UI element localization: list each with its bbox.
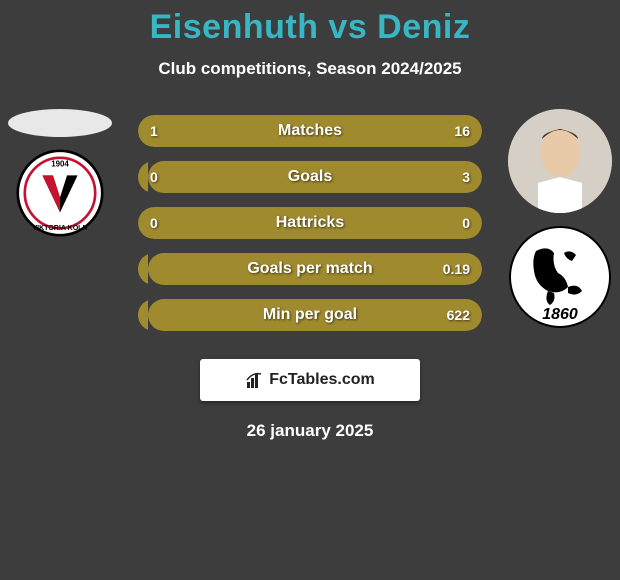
stat-value-right: 0.19 xyxy=(443,261,470,277)
stats-bars: 1 Matches 16 0 Goals 3 0 Hattricks 0 xyxy=(138,115,482,331)
left-column: 1904 VIKTORIA KÖLN xyxy=(8,109,112,237)
comparison-card: Eisenhuth vs Deniz Club competitions, Se… xyxy=(0,0,620,441)
subtitle: Club competitions, Season 2024/2025 xyxy=(0,59,620,79)
stat-row: 1 Matches 16 xyxy=(138,115,482,147)
player-left-avatar xyxy=(8,109,112,137)
stat-label: Min per goal xyxy=(138,306,482,324)
brand-text: FcTables.com xyxy=(269,371,375,389)
stat-label: Matches xyxy=(138,122,482,140)
club-right-badge: 1860 xyxy=(508,225,612,329)
stat-row: 0 Goals 3 xyxy=(138,161,482,193)
1860-munchen-icon: 1860 xyxy=(508,225,612,329)
right-column: 1860 xyxy=(508,109,612,329)
stat-row: Goals per match 0.19 xyxy=(138,253,482,285)
comparison-body: 1904 VIKTORIA KÖLN xyxy=(0,115,620,441)
stat-value-right: 16 xyxy=(454,123,470,139)
viktoria-koln-icon: 1904 VIKTORIA KÖLN xyxy=(10,149,110,237)
stat-value-right: 3 xyxy=(462,169,470,185)
stat-label: Goals xyxy=(138,168,482,186)
stat-row: 0 Hattricks 0 xyxy=(138,207,482,239)
stat-row: Min per goal 622 xyxy=(138,299,482,331)
club-left-badge: 1904 VIKTORIA KÖLN xyxy=(10,149,110,237)
brand-badge[interactable]: FcTables.com xyxy=(200,359,420,401)
stat-value-right: 622 xyxy=(447,307,470,323)
stat-label: Goals per match xyxy=(138,260,482,278)
player-right-avatar xyxy=(508,109,612,213)
svg-text:1860: 1860 xyxy=(542,306,578,323)
player-photo-icon xyxy=(508,109,612,213)
date-text: 26 january 2025 xyxy=(0,421,620,441)
fctables-icon xyxy=(245,370,265,390)
stat-value-right: 0 xyxy=(462,215,470,231)
svg-text:VIKTORIA KÖLN: VIKTORIA KÖLN xyxy=(32,223,87,232)
svg-text:1904: 1904 xyxy=(51,160,69,169)
page-title: Eisenhuth vs Deniz xyxy=(0,8,620,47)
stat-label: Hattricks xyxy=(138,214,482,232)
